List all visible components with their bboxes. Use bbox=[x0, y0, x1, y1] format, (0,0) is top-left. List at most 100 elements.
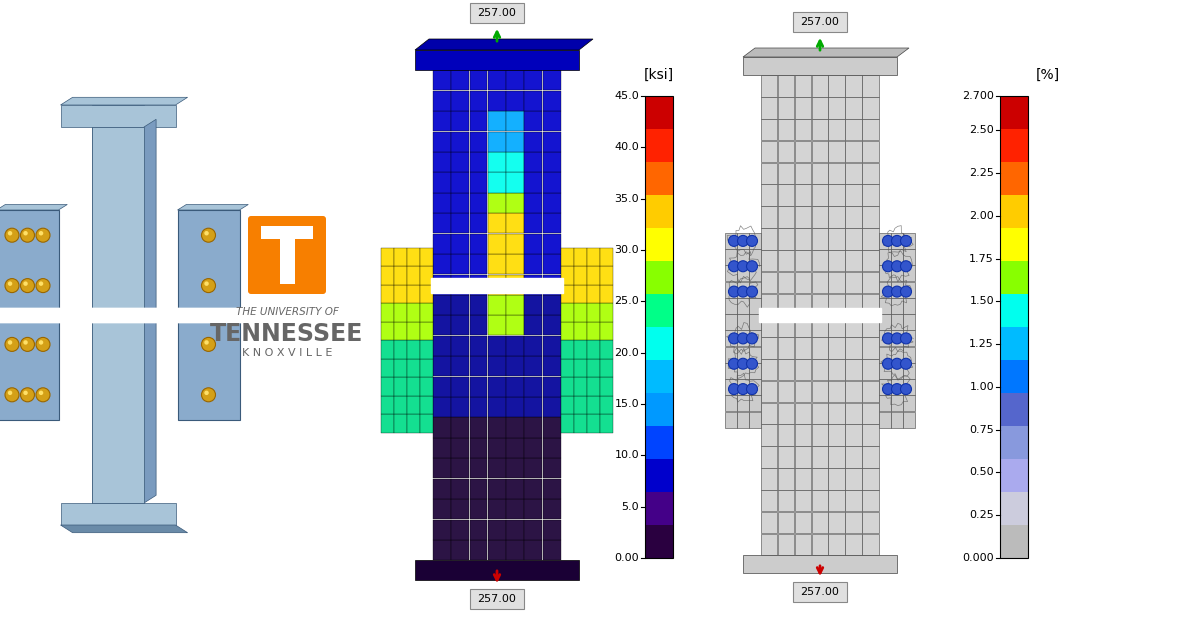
FancyBboxPatch shape bbox=[488, 173, 505, 193]
FancyBboxPatch shape bbox=[828, 446, 845, 467]
FancyBboxPatch shape bbox=[1000, 162, 1028, 195]
Circle shape bbox=[36, 278, 50, 292]
Text: 2.00: 2.00 bbox=[970, 211, 994, 220]
FancyBboxPatch shape bbox=[524, 275, 542, 295]
FancyBboxPatch shape bbox=[542, 112, 560, 131]
FancyBboxPatch shape bbox=[542, 336, 560, 356]
FancyBboxPatch shape bbox=[488, 540, 505, 560]
FancyBboxPatch shape bbox=[407, 248, 420, 266]
FancyBboxPatch shape bbox=[862, 425, 878, 446]
FancyBboxPatch shape bbox=[420, 285, 433, 303]
Text: 10.0: 10.0 bbox=[614, 450, 640, 461]
FancyBboxPatch shape bbox=[524, 295, 542, 315]
FancyBboxPatch shape bbox=[828, 490, 845, 512]
FancyBboxPatch shape bbox=[562, 396, 574, 414]
FancyBboxPatch shape bbox=[862, 337, 878, 358]
FancyBboxPatch shape bbox=[737, 265, 749, 281]
Circle shape bbox=[746, 358, 757, 369]
FancyBboxPatch shape bbox=[904, 363, 914, 379]
FancyBboxPatch shape bbox=[542, 377, 560, 397]
FancyBboxPatch shape bbox=[542, 540, 560, 560]
FancyBboxPatch shape bbox=[862, 403, 878, 424]
FancyBboxPatch shape bbox=[845, 250, 862, 272]
FancyBboxPatch shape bbox=[862, 97, 878, 118]
FancyBboxPatch shape bbox=[562, 285, 574, 303]
FancyBboxPatch shape bbox=[890, 330, 902, 346]
Polygon shape bbox=[60, 97, 187, 105]
Text: K N O X V I L L E: K N O X V I L L E bbox=[242, 348, 332, 358]
Circle shape bbox=[892, 358, 902, 369]
FancyBboxPatch shape bbox=[828, 163, 845, 184]
FancyBboxPatch shape bbox=[811, 272, 828, 293]
FancyBboxPatch shape bbox=[1000, 393, 1028, 426]
Text: 257.00: 257.00 bbox=[800, 587, 840, 597]
FancyBboxPatch shape bbox=[451, 377, 469, 397]
FancyBboxPatch shape bbox=[761, 76, 778, 97]
FancyBboxPatch shape bbox=[542, 193, 560, 213]
Text: 30.0: 30.0 bbox=[614, 245, 640, 255]
FancyBboxPatch shape bbox=[488, 356, 505, 376]
FancyBboxPatch shape bbox=[1000, 294, 1028, 327]
FancyBboxPatch shape bbox=[587, 359, 600, 377]
FancyBboxPatch shape bbox=[862, 381, 878, 403]
FancyBboxPatch shape bbox=[407, 415, 420, 433]
FancyBboxPatch shape bbox=[600, 322, 613, 340]
FancyBboxPatch shape bbox=[469, 458, 487, 478]
Circle shape bbox=[38, 391, 43, 395]
FancyBboxPatch shape bbox=[878, 330, 890, 346]
FancyBboxPatch shape bbox=[469, 295, 487, 315]
FancyBboxPatch shape bbox=[904, 282, 914, 297]
FancyBboxPatch shape bbox=[778, 381, 794, 403]
FancyBboxPatch shape bbox=[574, 266, 587, 285]
FancyBboxPatch shape bbox=[862, 512, 878, 533]
Circle shape bbox=[23, 391, 28, 395]
FancyBboxPatch shape bbox=[737, 379, 749, 395]
FancyBboxPatch shape bbox=[890, 282, 902, 297]
Polygon shape bbox=[144, 119, 156, 503]
FancyBboxPatch shape bbox=[646, 195, 673, 228]
FancyBboxPatch shape bbox=[749, 298, 761, 314]
Circle shape bbox=[36, 228, 50, 242]
FancyBboxPatch shape bbox=[382, 415, 394, 433]
FancyBboxPatch shape bbox=[890, 249, 902, 265]
Text: 1.00: 1.00 bbox=[970, 382, 994, 392]
FancyBboxPatch shape bbox=[845, 141, 862, 163]
FancyBboxPatch shape bbox=[828, 228, 845, 249]
FancyBboxPatch shape bbox=[793, 12, 847, 32]
FancyBboxPatch shape bbox=[600, 304, 613, 321]
FancyBboxPatch shape bbox=[469, 336, 487, 356]
FancyBboxPatch shape bbox=[524, 336, 542, 356]
FancyBboxPatch shape bbox=[811, 512, 828, 533]
FancyBboxPatch shape bbox=[811, 359, 828, 381]
FancyBboxPatch shape bbox=[878, 396, 890, 411]
Text: 257.00: 257.00 bbox=[478, 8, 516, 18]
Circle shape bbox=[738, 236, 749, 246]
Circle shape bbox=[728, 286, 739, 297]
FancyBboxPatch shape bbox=[862, 272, 878, 293]
FancyBboxPatch shape bbox=[524, 458, 542, 478]
FancyBboxPatch shape bbox=[506, 214, 524, 233]
FancyBboxPatch shape bbox=[725, 396, 737, 411]
Text: 45.0: 45.0 bbox=[614, 91, 640, 101]
Text: 35.0: 35.0 bbox=[614, 193, 640, 203]
FancyBboxPatch shape bbox=[811, 403, 828, 424]
Circle shape bbox=[38, 340, 43, 345]
Text: 20.0: 20.0 bbox=[614, 348, 640, 358]
Circle shape bbox=[728, 333, 739, 344]
FancyBboxPatch shape bbox=[562, 415, 574, 433]
FancyBboxPatch shape bbox=[737, 330, 749, 346]
FancyBboxPatch shape bbox=[600, 359, 613, 377]
FancyBboxPatch shape bbox=[828, 337, 845, 358]
FancyBboxPatch shape bbox=[562, 266, 574, 285]
Circle shape bbox=[5, 228, 19, 242]
FancyBboxPatch shape bbox=[562, 322, 574, 340]
Circle shape bbox=[7, 231, 12, 236]
FancyBboxPatch shape bbox=[778, 337, 794, 358]
Circle shape bbox=[746, 236, 757, 246]
FancyBboxPatch shape bbox=[407, 377, 420, 396]
FancyBboxPatch shape bbox=[890, 363, 902, 379]
FancyBboxPatch shape bbox=[761, 425, 778, 446]
Circle shape bbox=[204, 340, 209, 345]
FancyBboxPatch shape bbox=[524, 479, 542, 499]
FancyBboxPatch shape bbox=[407, 304, 420, 321]
